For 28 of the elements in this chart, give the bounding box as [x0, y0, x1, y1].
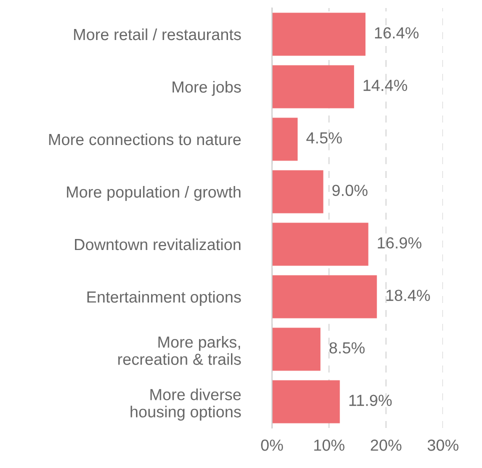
bar [272, 118, 298, 161]
data-label: 18.4% [386, 290, 430, 302]
y-tick-label: More retail / restaurants [74, 28, 241, 40]
data-label: 8.5% [329, 342, 365, 354]
data-label: 14.4% [364, 80, 408, 91]
data-label: 11.9% [349, 394, 392, 406]
x-tick-label: 10% [314, 440, 344, 451]
y-tick-label: More parks, recreation & trails [118, 336, 241, 365]
data-label: 16.9% [378, 237, 422, 249]
data-label: 9.0% [332, 184, 368, 196]
bar [272, 12, 366, 56]
bar [272, 222, 368, 266]
x-tick-label: 0% [261, 440, 283, 451]
bar [272, 328, 320, 371]
bar [272, 65, 354, 108]
bar [272, 170, 324, 214]
bar [272, 380, 340, 424]
data-label: 16.4% [375, 27, 419, 39]
x-tick-label: 20% [370, 440, 402, 451]
bar [272, 275, 377, 318]
x-tick-label: 30% [428, 440, 458, 451]
y-tick-label: More diverse housing options [130, 388, 241, 421]
data-label: 4.5% [306, 132, 342, 144]
y-tick-label: More population / growth [66, 186, 240, 201]
y-tick-label: More connections to nature [49, 133, 241, 146]
y-tick-label: Entertainment options [87, 290, 241, 306]
y-tick-label: More jobs [172, 80, 241, 96]
y-tick-label: Downtown revitalization [74, 238, 240, 250]
